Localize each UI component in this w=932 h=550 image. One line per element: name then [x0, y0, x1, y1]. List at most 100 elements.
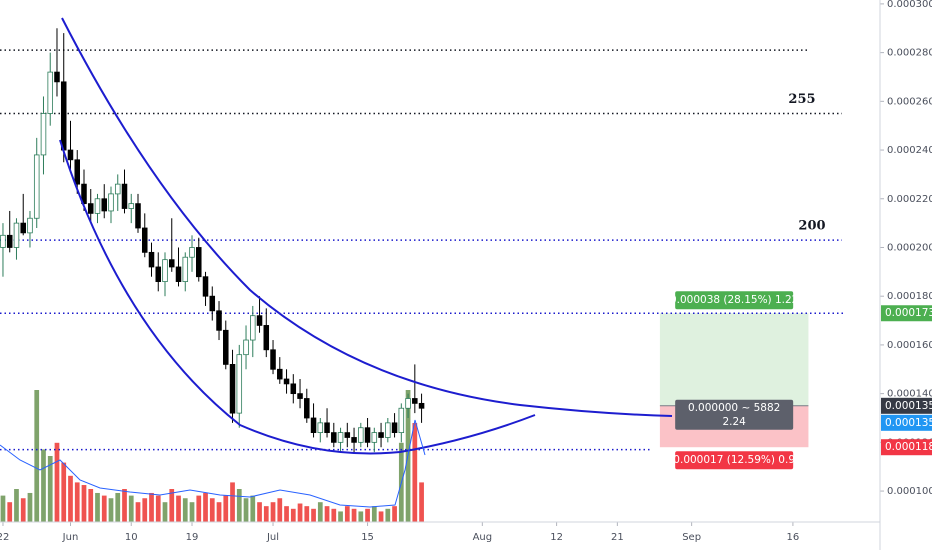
volume-bar: [216, 502, 222, 522]
y-tick-label: 0.000260: [887, 96, 932, 107]
volume-bar: [189, 502, 195, 522]
candle-body: [310, 417, 317, 434]
candle-body: [202, 276, 209, 297]
volume-ma: [0, 419, 426, 508]
candle-body: [297, 393, 303, 399]
volume-bar: [257, 502, 262, 522]
price-label-bg: [881, 397, 932, 414]
volume-bar: [392, 506, 397, 522]
candle-body: [317, 422, 324, 434]
candle-body: [60, 81, 67, 151]
candle-body: [263, 325, 270, 351]
volume-bar: [95, 492, 100, 522]
volume-bar: [20, 498, 26, 522]
volume-bar: [344, 506, 350, 522]
price-label-bg: [881, 414, 932, 431]
candle-body: [358, 427, 364, 443]
volume-bar: [317, 502, 323, 522]
y-tick-label: 0.000220: [887, 194, 932, 205]
candle-body: [74, 159, 81, 185]
candle-body: [364, 427, 371, 443]
x-tick-label: Sep: [682, 532, 701, 543]
volume-bar: [290, 508, 296, 522]
x-tick-label: 22: [0, 532, 9, 543]
candle-body: [398, 407, 405, 434]
volume-bar: [135, 502, 141, 522]
position-target: 0.000038 (28.15%) 1.22: [670, 294, 798, 306]
volume-bar: [331, 508, 337, 522]
volume-bar: [115, 492, 121, 522]
position-label-bg: [675, 399, 794, 430]
x-tick-label: 10: [125, 532, 138, 543]
candle-body: [168, 259, 175, 268]
candle-body: [277, 368, 283, 380]
volume-bar: [250, 495, 256, 522]
x-tick-label: 15: [361, 532, 374, 543]
candle-body: [337, 432, 344, 443]
candle-body: [331, 432, 337, 443]
volume-bar: [88, 489, 94, 522]
volume-bar: [47, 456, 53, 522]
x-tick-label: Aug: [473, 532, 493, 543]
candle-body: [33, 154, 40, 219]
volume-bar: [176, 495, 181, 522]
volume-bar: [108, 498, 114, 522]
level-label: 255: [788, 92, 815, 107]
candle-body: [0, 234, 6, 248]
candle-body: [121, 183, 128, 209]
candle-body: [20, 222, 26, 234]
volume-bar: [236, 489, 242, 522]
volume-bar: [169, 489, 175, 522]
candle-body: [283, 378, 290, 385]
candle-body: [344, 432, 351, 438]
candle-body: [412, 398, 418, 404]
volume-bar: [74, 482, 80, 522]
candle-body: [148, 251, 155, 268]
volume-bar: [61, 462, 67, 522]
layer: [0, 3, 884, 526]
volume-bar: [385, 508, 391, 522]
candle-body: [223, 329, 229, 365]
volume-bar: [223, 495, 229, 522]
volume-bar: [101, 495, 107, 522]
candle-body: [189, 247, 195, 258]
candle-body: [182, 256, 189, 282]
volume-bar: [0, 495, 6, 522]
candle-body: [81, 183, 87, 205]
volume-bar: [297, 503, 303, 522]
candle-body: [250, 315, 256, 341]
candle-body: [216, 310, 222, 331]
candle-body: [54, 71, 60, 83]
volume-bar: [263, 506, 269, 522]
volume-bar: [34, 390, 40, 522]
position-ratio: 2.24: [722, 416, 746, 428]
candle-body: [371, 432, 378, 443]
volume-bar: [304, 506, 310, 522]
profit-zone: [659, 313, 809, 406]
candle-body: [229, 364, 236, 414]
x-tick-label: 21: [611, 532, 624, 543]
y-tick-label: 0.000300: [887, 0, 932, 10]
candle-body: [135, 203, 141, 229]
candle-body: [101, 198, 108, 212]
volume-bar: [371, 506, 377, 522]
x-tick-label: Jul: [266, 532, 279, 543]
volume-bar: [27, 492, 33, 522]
candle-body: [378, 432, 384, 438]
candle-body: [290, 383, 297, 395]
volume-bar: [196, 495, 202, 522]
volume-bar: [203, 492, 208, 522]
y-tick-label: 0.000180: [887, 291, 932, 302]
volume-bar: [277, 498, 283, 522]
candle-body: [391, 422, 398, 434]
price-label: 0.000173: [885, 307, 932, 319]
volume-bar: [351, 508, 357, 522]
price-label-bg: [881, 439, 932, 456]
candle-body: [6, 234, 13, 248]
candle-body: [196, 247, 202, 278]
volume-bar: [128, 495, 134, 522]
volume-bar: [338, 511, 343, 522]
candle-body: [209, 295, 216, 312]
